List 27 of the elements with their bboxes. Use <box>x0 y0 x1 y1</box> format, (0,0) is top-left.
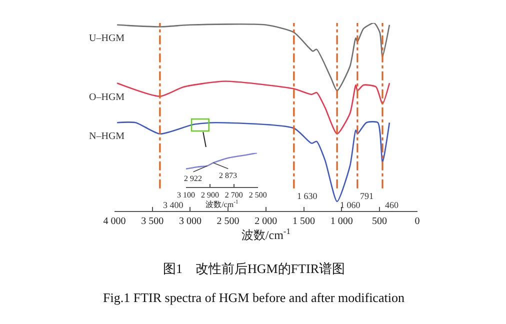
ref-line-label: 1 060 <box>340 200 361 210</box>
text: 图1 改性前后HGM的FTIR谱图 <box>163 261 346 276</box>
x-axis-title: 波数/cm$^{-1}$ <box>206 200 238 209</box>
x-axis-title: 波数/cm$^{-1}$ <box>241 226 290 242</box>
annotation: 2 922 <box>184 174 202 183</box>
x-tick-label: 4 000 <box>103 216 126 227</box>
x-tick-label: 2 900 <box>200 190 219 200</box>
x-tick-label: 2 700 <box>224 190 243 200</box>
x-tick-label: 1 500 <box>292 216 316 227</box>
ref-line-label: 3 400 <box>163 200 184 210</box>
x-tick-label: 2 000 <box>254 216 278 227</box>
ref-line-label: 460 <box>385 200 399 210</box>
x-tick-label: 500 <box>372 216 387 227</box>
text: Fig.1 FTIR spectra of HGM before and after modification <box>103 290 405 305</box>
ref-line-label: 791 <box>360 191 374 201</box>
x-tick-label: 3 100 <box>176 190 195 200</box>
series-label: U–HGM <box>89 33 125 44</box>
x-tick-label: 3 500 <box>141 216 164 227</box>
series-label: N–HGM <box>89 131 125 142</box>
x-tick-label: 0 <box>414 216 420 227</box>
x-tick-label: 2 500 <box>216 216 240 227</box>
series-label: O–HGM <box>89 92 125 103</box>
x-tick-label: 3 000 <box>178 216 202 227</box>
x-tick-label: 2 500 <box>248 190 267 200</box>
x-tick-label: 1 000 <box>330 216 353 227</box>
annotation: 2 873 <box>219 171 237 180</box>
ref-line-label: 1 630 <box>297 191 318 201</box>
